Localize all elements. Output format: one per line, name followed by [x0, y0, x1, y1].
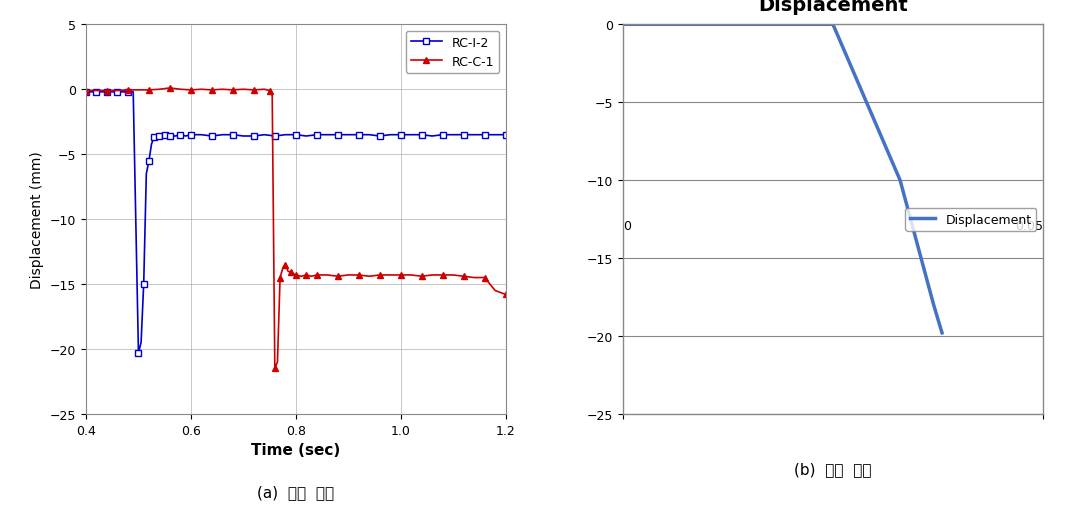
Text: (b)  해석  결과: (b) 해석 결과: [794, 461, 872, 476]
Title: Displacement: Displacement: [758, 0, 907, 15]
Line: Displacement: Displacement: [624, 25, 942, 333]
Text: 0: 0: [624, 220, 631, 233]
Displacement: [928, 302, 941, 308]
RC-I-2: [80, 89, 92, 95]
RC-I-2: [90, 89, 103, 95]
RC-C-1: [499, 292, 512, 298]
RC-C-1: [373, 272, 386, 278]
Displacement: [617, 22, 630, 28]
Line: RC-I-2: RC-I-2: [83, 90, 508, 356]
Text: 0.05: 0.05: [1015, 220, 1043, 233]
RC-C-1: [163, 86, 176, 92]
Displacement: [935, 330, 948, 336]
Displacement: [893, 178, 906, 184]
RC-I-2: [96, 89, 109, 95]
RC-C-1: [80, 88, 92, 94]
RC-I-2: [499, 132, 512, 138]
RC-I-2: [180, 134, 192, 140]
RC-C-1: [269, 366, 282, 372]
Legend: Displacement: Displacement: [905, 208, 1036, 231]
RC-I-2: [331, 132, 344, 138]
Legend: RC-I-2, RC-C-1: RC-I-2, RC-C-1: [405, 31, 500, 74]
X-axis label: Time (sec): Time (sec): [252, 442, 341, 458]
RC-C-1: [489, 288, 502, 294]
Displacement: [827, 22, 840, 28]
RC-C-1: [247, 88, 260, 94]
RC-C-1: [205, 88, 218, 94]
RC-I-2: [147, 135, 160, 141]
Y-axis label: Displacement (mm): Displacement (mm): [30, 151, 44, 288]
RC-C-1: [342, 272, 355, 278]
RC-I-2: [320, 132, 333, 138]
RC-I-2: [132, 350, 145, 356]
Text: (a)  실험  결과: (a) 실험 결과: [257, 484, 334, 499]
RC-C-1: [258, 87, 271, 93]
Line: RC-C-1: RC-C-1: [83, 86, 508, 372]
